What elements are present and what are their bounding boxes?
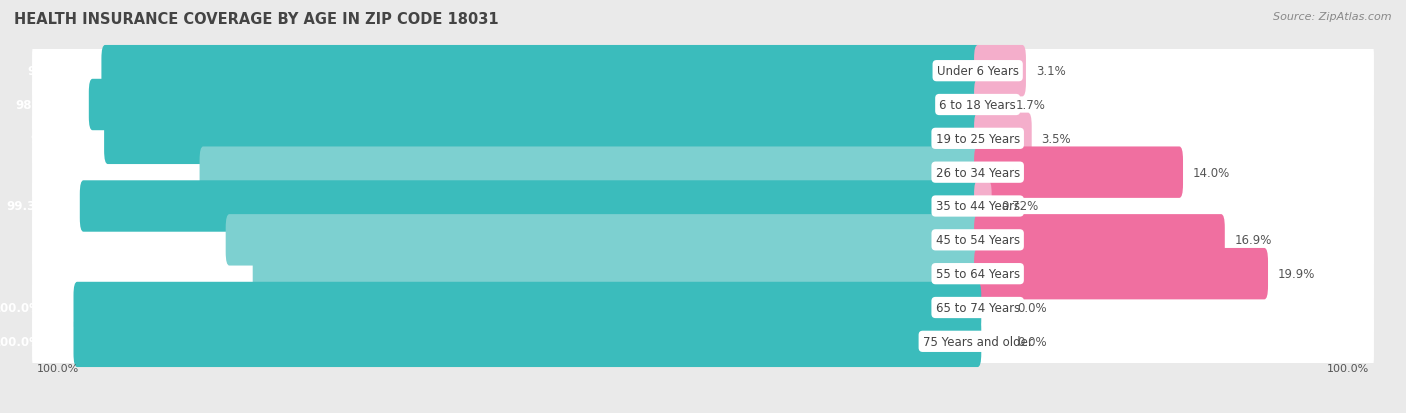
FancyBboxPatch shape xyxy=(974,113,1032,165)
FancyBboxPatch shape xyxy=(974,147,1182,198)
Text: Source: ZipAtlas.com: Source: ZipAtlas.com xyxy=(1274,12,1392,22)
FancyBboxPatch shape xyxy=(200,147,981,198)
Text: Under 6 Years: Under 6 Years xyxy=(936,65,1019,78)
Text: 6 to 18 Years: 6 to 18 Years xyxy=(939,99,1017,112)
FancyBboxPatch shape xyxy=(73,282,981,333)
Text: 19.9%: 19.9% xyxy=(1278,268,1315,280)
Text: 100.0%: 100.0% xyxy=(37,363,79,373)
FancyBboxPatch shape xyxy=(73,316,981,367)
Text: 45 to 54 Years: 45 to 54 Years xyxy=(935,234,1019,247)
FancyBboxPatch shape xyxy=(974,181,991,232)
FancyBboxPatch shape xyxy=(32,175,1374,238)
FancyBboxPatch shape xyxy=(89,80,981,131)
FancyBboxPatch shape xyxy=(101,46,981,97)
Text: 3.1%: 3.1% xyxy=(1036,65,1066,78)
FancyBboxPatch shape xyxy=(974,80,1005,131)
Text: 16.9%: 16.9% xyxy=(1234,234,1272,247)
FancyBboxPatch shape xyxy=(32,108,1374,171)
Text: 80.1%: 80.1% xyxy=(180,268,221,280)
FancyBboxPatch shape xyxy=(253,248,981,300)
Text: 19 to 25 Years: 19 to 25 Years xyxy=(935,133,1019,145)
Text: 83.1%: 83.1% xyxy=(152,234,193,247)
Text: 75 Years and older: 75 Years and older xyxy=(922,335,1032,348)
Text: 100.0%: 100.0% xyxy=(0,335,41,348)
Text: 99.3%: 99.3% xyxy=(7,200,48,213)
FancyBboxPatch shape xyxy=(32,74,1374,137)
Text: HEALTH INSURANCE COVERAGE BY AGE IN ZIP CODE 18031: HEALTH INSURANCE COVERAGE BY AGE IN ZIP … xyxy=(14,12,499,27)
Text: 98.3%: 98.3% xyxy=(15,99,56,112)
Text: 86.0%: 86.0% xyxy=(127,166,167,179)
FancyBboxPatch shape xyxy=(80,181,981,232)
Text: 96.9%: 96.9% xyxy=(28,65,69,78)
Text: 100.0%: 100.0% xyxy=(0,301,41,314)
FancyBboxPatch shape xyxy=(104,113,981,165)
Text: 14.0%: 14.0% xyxy=(1192,166,1230,179)
Text: 65 to 74 Years: 65 to 74 Years xyxy=(935,301,1019,314)
Text: 3.5%: 3.5% xyxy=(1042,133,1071,145)
FancyBboxPatch shape xyxy=(32,141,1374,204)
FancyBboxPatch shape xyxy=(32,242,1374,305)
Text: 35 to 44 Years: 35 to 44 Years xyxy=(935,200,1019,213)
FancyBboxPatch shape xyxy=(32,40,1374,103)
Text: 26 to 34 Years: 26 to 34 Years xyxy=(935,166,1019,179)
Text: 96.6%: 96.6% xyxy=(31,133,72,145)
Text: 100.0%: 100.0% xyxy=(1327,363,1369,373)
FancyBboxPatch shape xyxy=(32,209,1374,272)
Text: 1.7%: 1.7% xyxy=(1015,99,1046,112)
FancyBboxPatch shape xyxy=(974,215,1225,266)
FancyBboxPatch shape xyxy=(32,310,1374,373)
Text: 55 to 64 Years: 55 to 64 Years xyxy=(935,268,1019,280)
Text: 0.0%: 0.0% xyxy=(1017,335,1046,348)
Text: 0.72%: 0.72% xyxy=(1001,200,1039,213)
FancyBboxPatch shape xyxy=(226,215,981,266)
Text: 0.0%: 0.0% xyxy=(1017,301,1046,314)
FancyBboxPatch shape xyxy=(974,248,1268,300)
FancyBboxPatch shape xyxy=(974,46,1026,97)
FancyBboxPatch shape xyxy=(32,276,1374,339)
